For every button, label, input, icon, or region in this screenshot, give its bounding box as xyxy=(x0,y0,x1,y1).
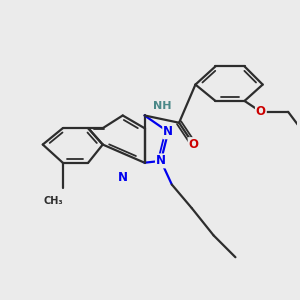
Text: N: N xyxy=(163,125,173,138)
Text: N: N xyxy=(156,154,166,167)
Text: O: O xyxy=(256,105,266,118)
Text: CH₃: CH₃ xyxy=(44,196,64,206)
Text: N: N xyxy=(118,171,128,184)
Text: O: O xyxy=(189,138,199,151)
Text: NH: NH xyxy=(154,101,172,111)
